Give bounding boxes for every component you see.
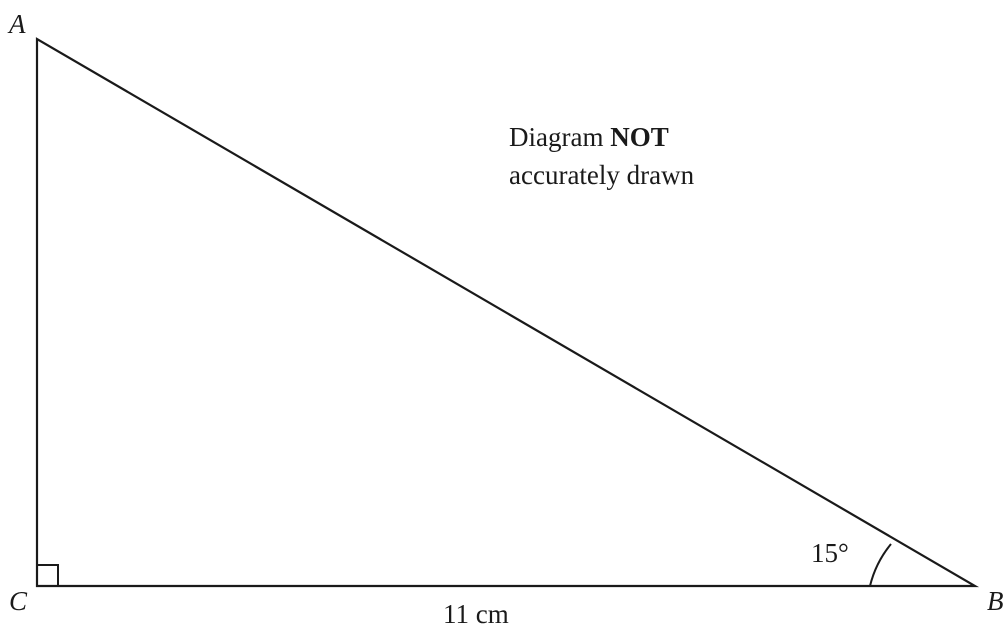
vertex-label-c: C bbox=[9, 586, 28, 616]
vertex-label-a: A bbox=[9, 9, 26, 39]
side-cb-length-label: 11 cm bbox=[443, 599, 509, 629]
angle-b-label: 15° bbox=[811, 538, 849, 568]
triangle-abc bbox=[35, 37, 980, 588]
angle-b-arc bbox=[869, 543, 892, 587]
note-line-1-emphasis: NOT bbox=[610, 122, 669, 152]
not-to-scale-note: Diagram NOT accurately drawn bbox=[509, 118, 694, 194]
note-line-1-text: Diagram bbox=[509, 122, 604, 152]
note-line-2: accurately drawn bbox=[509, 160, 695, 190]
right-angle-marker bbox=[36, 564, 59, 587]
note-line-1: Diagram NOT bbox=[509, 118, 694, 156]
vertex-label-b: B bbox=[987, 586, 1004, 616]
